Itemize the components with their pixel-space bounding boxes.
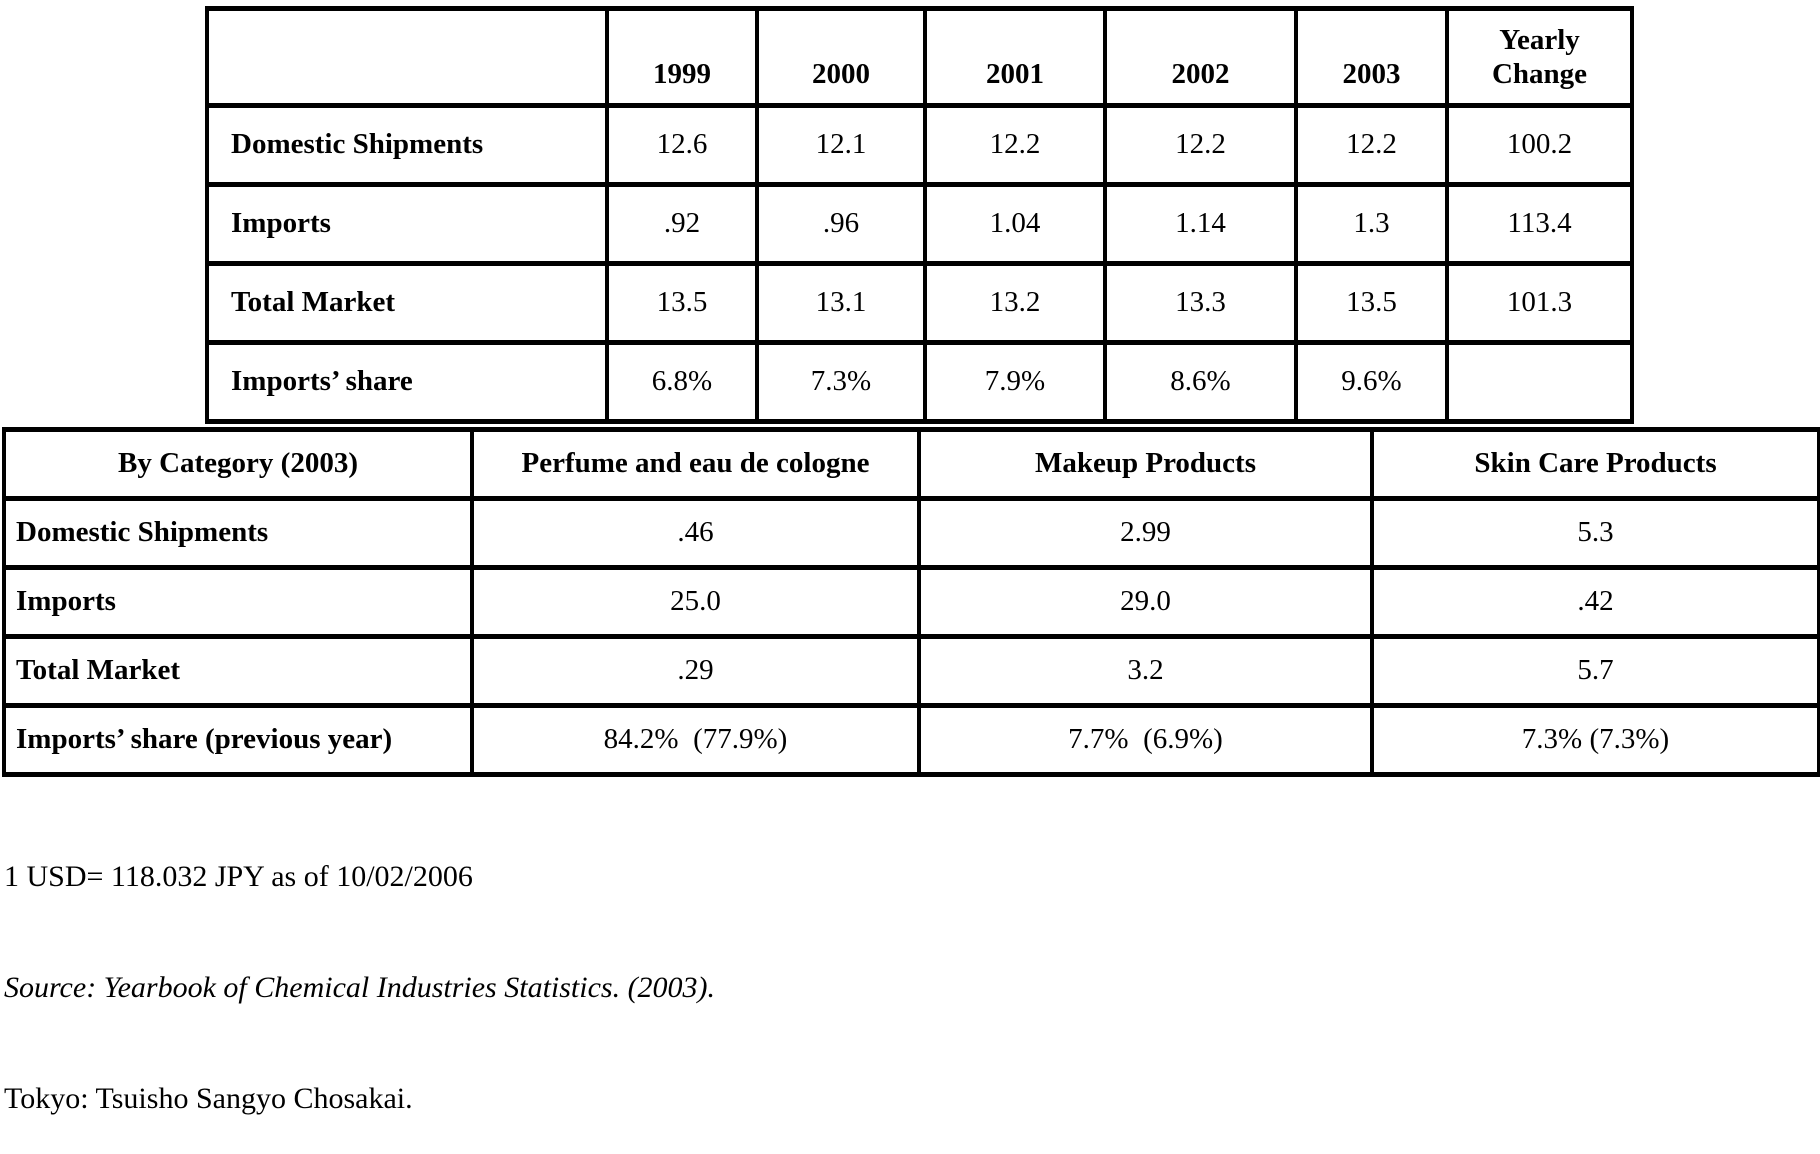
row-label-imports-share: Imports’ share bbox=[205, 340, 609, 424]
row-label-imports: Imports bbox=[2, 565, 474, 639]
category-header-by-category: By Category (2003) bbox=[2, 427, 474, 501]
value-cell: 13.5 bbox=[605, 261, 759, 345]
value-cell: 5.3 bbox=[1370, 496, 1820, 570]
value-cell: 13.3 bbox=[1103, 261, 1298, 345]
annual-header-yearly-change: Yearly Change bbox=[1445, 6, 1634, 108]
footnotes: 1 USD= 118.032 JPY as of 10/02/2006 Sour… bbox=[4, 784, 715, 1154]
table-row: Imports 25.0 29.0 .42 bbox=[2, 565, 1820, 639]
source-note: Source: Yearbook of Chemical Industries … bbox=[4, 971, 716, 1004]
annual-table-header-row: 1999 2000 2001 2002 2003 Yearly Change bbox=[205, 6, 1634, 108]
annual-header-1999: 1999 bbox=[605, 6, 759, 108]
table-row: Imports’ share (previous year) 84.2% (77… bbox=[2, 703, 1820, 777]
value-cell: 6.8% bbox=[605, 340, 759, 424]
value-cell: 7.9% bbox=[923, 340, 1107, 424]
table-row: Domestic Shipments 12.6 12.1 12.2 12.2 1… bbox=[205, 103, 1634, 187]
value-cell: .92 bbox=[605, 182, 759, 266]
value-cell: 12.2 bbox=[923, 103, 1107, 187]
category-header-makeup: Makeup Products bbox=[917, 427, 1374, 501]
value-cell: 9.6% bbox=[1294, 340, 1449, 424]
table-row: Total Market 13.5 13.1 13.2 13.3 13.5 10… bbox=[205, 261, 1634, 345]
value-cell: 13.2 bbox=[923, 261, 1107, 345]
annual-header-empty-cell bbox=[205, 6, 609, 108]
value-cell: 7.3% bbox=[755, 340, 927, 424]
table-row: Imports’ share 6.8% 7.3% 7.9% 8.6% 9.6% bbox=[205, 340, 1634, 424]
value-cell: 3.2 bbox=[917, 634, 1374, 708]
value-cell: 100.2 bbox=[1445, 103, 1634, 187]
publisher-note: Tokyo: Tsuisho Sangyo Chosakai. bbox=[4, 1082, 413, 1115]
row-label-total-market: Total Market bbox=[2, 634, 474, 708]
value-cell: .96 bbox=[755, 182, 927, 266]
value-cell: 13.5 bbox=[1294, 261, 1449, 345]
annual-market-table: 1999 2000 2001 2002 2003 Yearly Change D… bbox=[205, 6, 1634, 424]
value-cell: 25.0 bbox=[470, 565, 921, 639]
value-cell: 1.14 bbox=[1103, 182, 1298, 266]
value-cell: .29 bbox=[470, 634, 921, 708]
row-label-imports: Imports bbox=[205, 182, 609, 266]
value-cell: 5.7 bbox=[1370, 634, 1820, 708]
value-cell: 7.7% (6.9%) bbox=[917, 703, 1374, 777]
category-table: By Category (2003) Perfume and eau de co… bbox=[2, 427, 1820, 777]
value-cell: 84.2% (77.9%) bbox=[470, 703, 921, 777]
value-cell: 12.6 bbox=[605, 103, 759, 187]
category-header-skin-care: Skin Care Products bbox=[1370, 427, 1820, 501]
value-cell: 1.3 bbox=[1294, 182, 1449, 266]
value-cell: 12.2 bbox=[1294, 103, 1449, 187]
table-row: Total Market .29 3.2 5.7 bbox=[2, 634, 1820, 708]
row-label-imports-share-previous-year: Imports’ share (previous year) bbox=[2, 703, 474, 777]
value-cell: 12.1 bbox=[755, 103, 927, 187]
table-row: Domestic Shipments .46 2.99 5.3 bbox=[2, 496, 1820, 570]
row-label-domestic-shipments: Domestic Shipments bbox=[205, 103, 609, 187]
value-cell: .46 bbox=[470, 496, 921, 570]
annual-header-2001: 2001 bbox=[923, 6, 1107, 108]
value-cell: 113.4 bbox=[1445, 182, 1634, 266]
row-label-domestic-shipments: Domestic Shipments bbox=[2, 496, 474, 570]
annual-header-2002: 2002 bbox=[1103, 6, 1298, 108]
value-cell: 1.04 bbox=[923, 182, 1107, 266]
category-table-header-row: By Category (2003) Perfume and eau de co… bbox=[2, 427, 1820, 501]
annual-header-2003: 2003 bbox=[1294, 6, 1449, 108]
value-cell: 12.2 bbox=[1103, 103, 1298, 187]
value-cell: 7.3% (7.3%) bbox=[1370, 703, 1820, 777]
exchange-rate-note: 1 USD= 118.032 JPY as of 10/02/2006 bbox=[4, 860, 473, 893]
row-label-total-market: Total Market bbox=[205, 261, 609, 345]
value-cell: 101.3 bbox=[1445, 261, 1634, 345]
value-cell: 2.99 bbox=[917, 496, 1374, 570]
value-cell: .42 bbox=[1370, 565, 1820, 639]
value-cell: 13.1 bbox=[755, 261, 927, 345]
category-header-perfume: Perfume and eau de cologne bbox=[470, 427, 921, 501]
table-row: Imports .92 .96 1.04 1.14 1.3 113.4 bbox=[205, 182, 1634, 266]
value-cell: 29.0 bbox=[917, 565, 1374, 639]
value-cell-empty bbox=[1445, 340, 1634, 424]
annual-header-2000: 2000 bbox=[755, 6, 927, 108]
value-cell: 8.6% bbox=[1103, 340, 1298, 424]
